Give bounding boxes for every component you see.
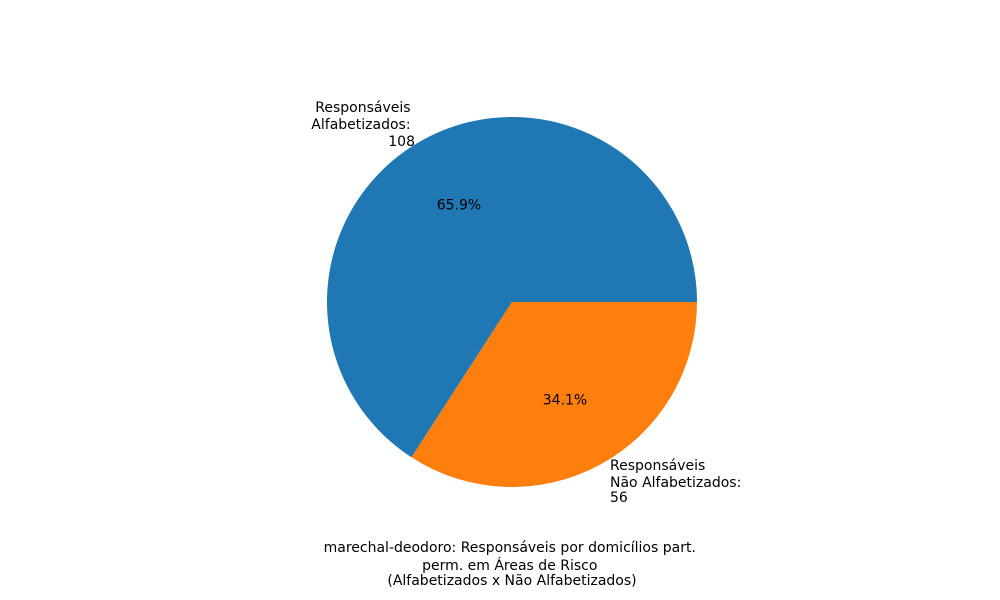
pie-slice-alfabetizados <box>327 117 697 458</box>
slice-label-nao-alfabetizados-line-3: 56 <box>610 490 628 506</box>
chart-title: marechal-deodoro: Responsáveis por domic… <box>324 540 701 589</box>
slice-label-alfabetizados-line-3: 108 <box>388 134 415 150</box>
chart-title-line-2: perm. em Áreas de Risco <box>422 557 597 574</box>
pie-slice-nao-alfabetizados <box>411 302 697 488</box>
pie-slices-group <box>327 117 697 488</box>
slice-label-nao-alfabetizados-line-1: Responsáveis <box>610 458 705 474</box>
chart-title-line-1: marechal-deodoro: Responsáveis por domic… <box>324 540 696 556</box>
percent-label-alfabetizados: 65.9% <box>437 198 481 214</box>
slice-label-alfabetizados-line-1: Responsáveis <box>315 100 410 116</box>
chart-title-line-3: (Alfabetizados x Não Alfabetizados) <box>387 573 636 589</box>
slice-label-nao-alfabetizados-line-2: Não Alfabetizados: <box>610 475 741 491</box>
slice-label-nao-alfabetizados: Responsáveis Não Alfabetizados: 56 <box>610 458 746 506</box>
percent-label-nao-alfabetizados: 34.1% <box>543 393 587 409</box>
slice-label-alfabetizados-line-2: Alfabetizados: <box>311 117 410 133</box>
slice-label-alfabetizados: Responsáveis Alfabetizados: 108 <box>311 100 415 150</box>
